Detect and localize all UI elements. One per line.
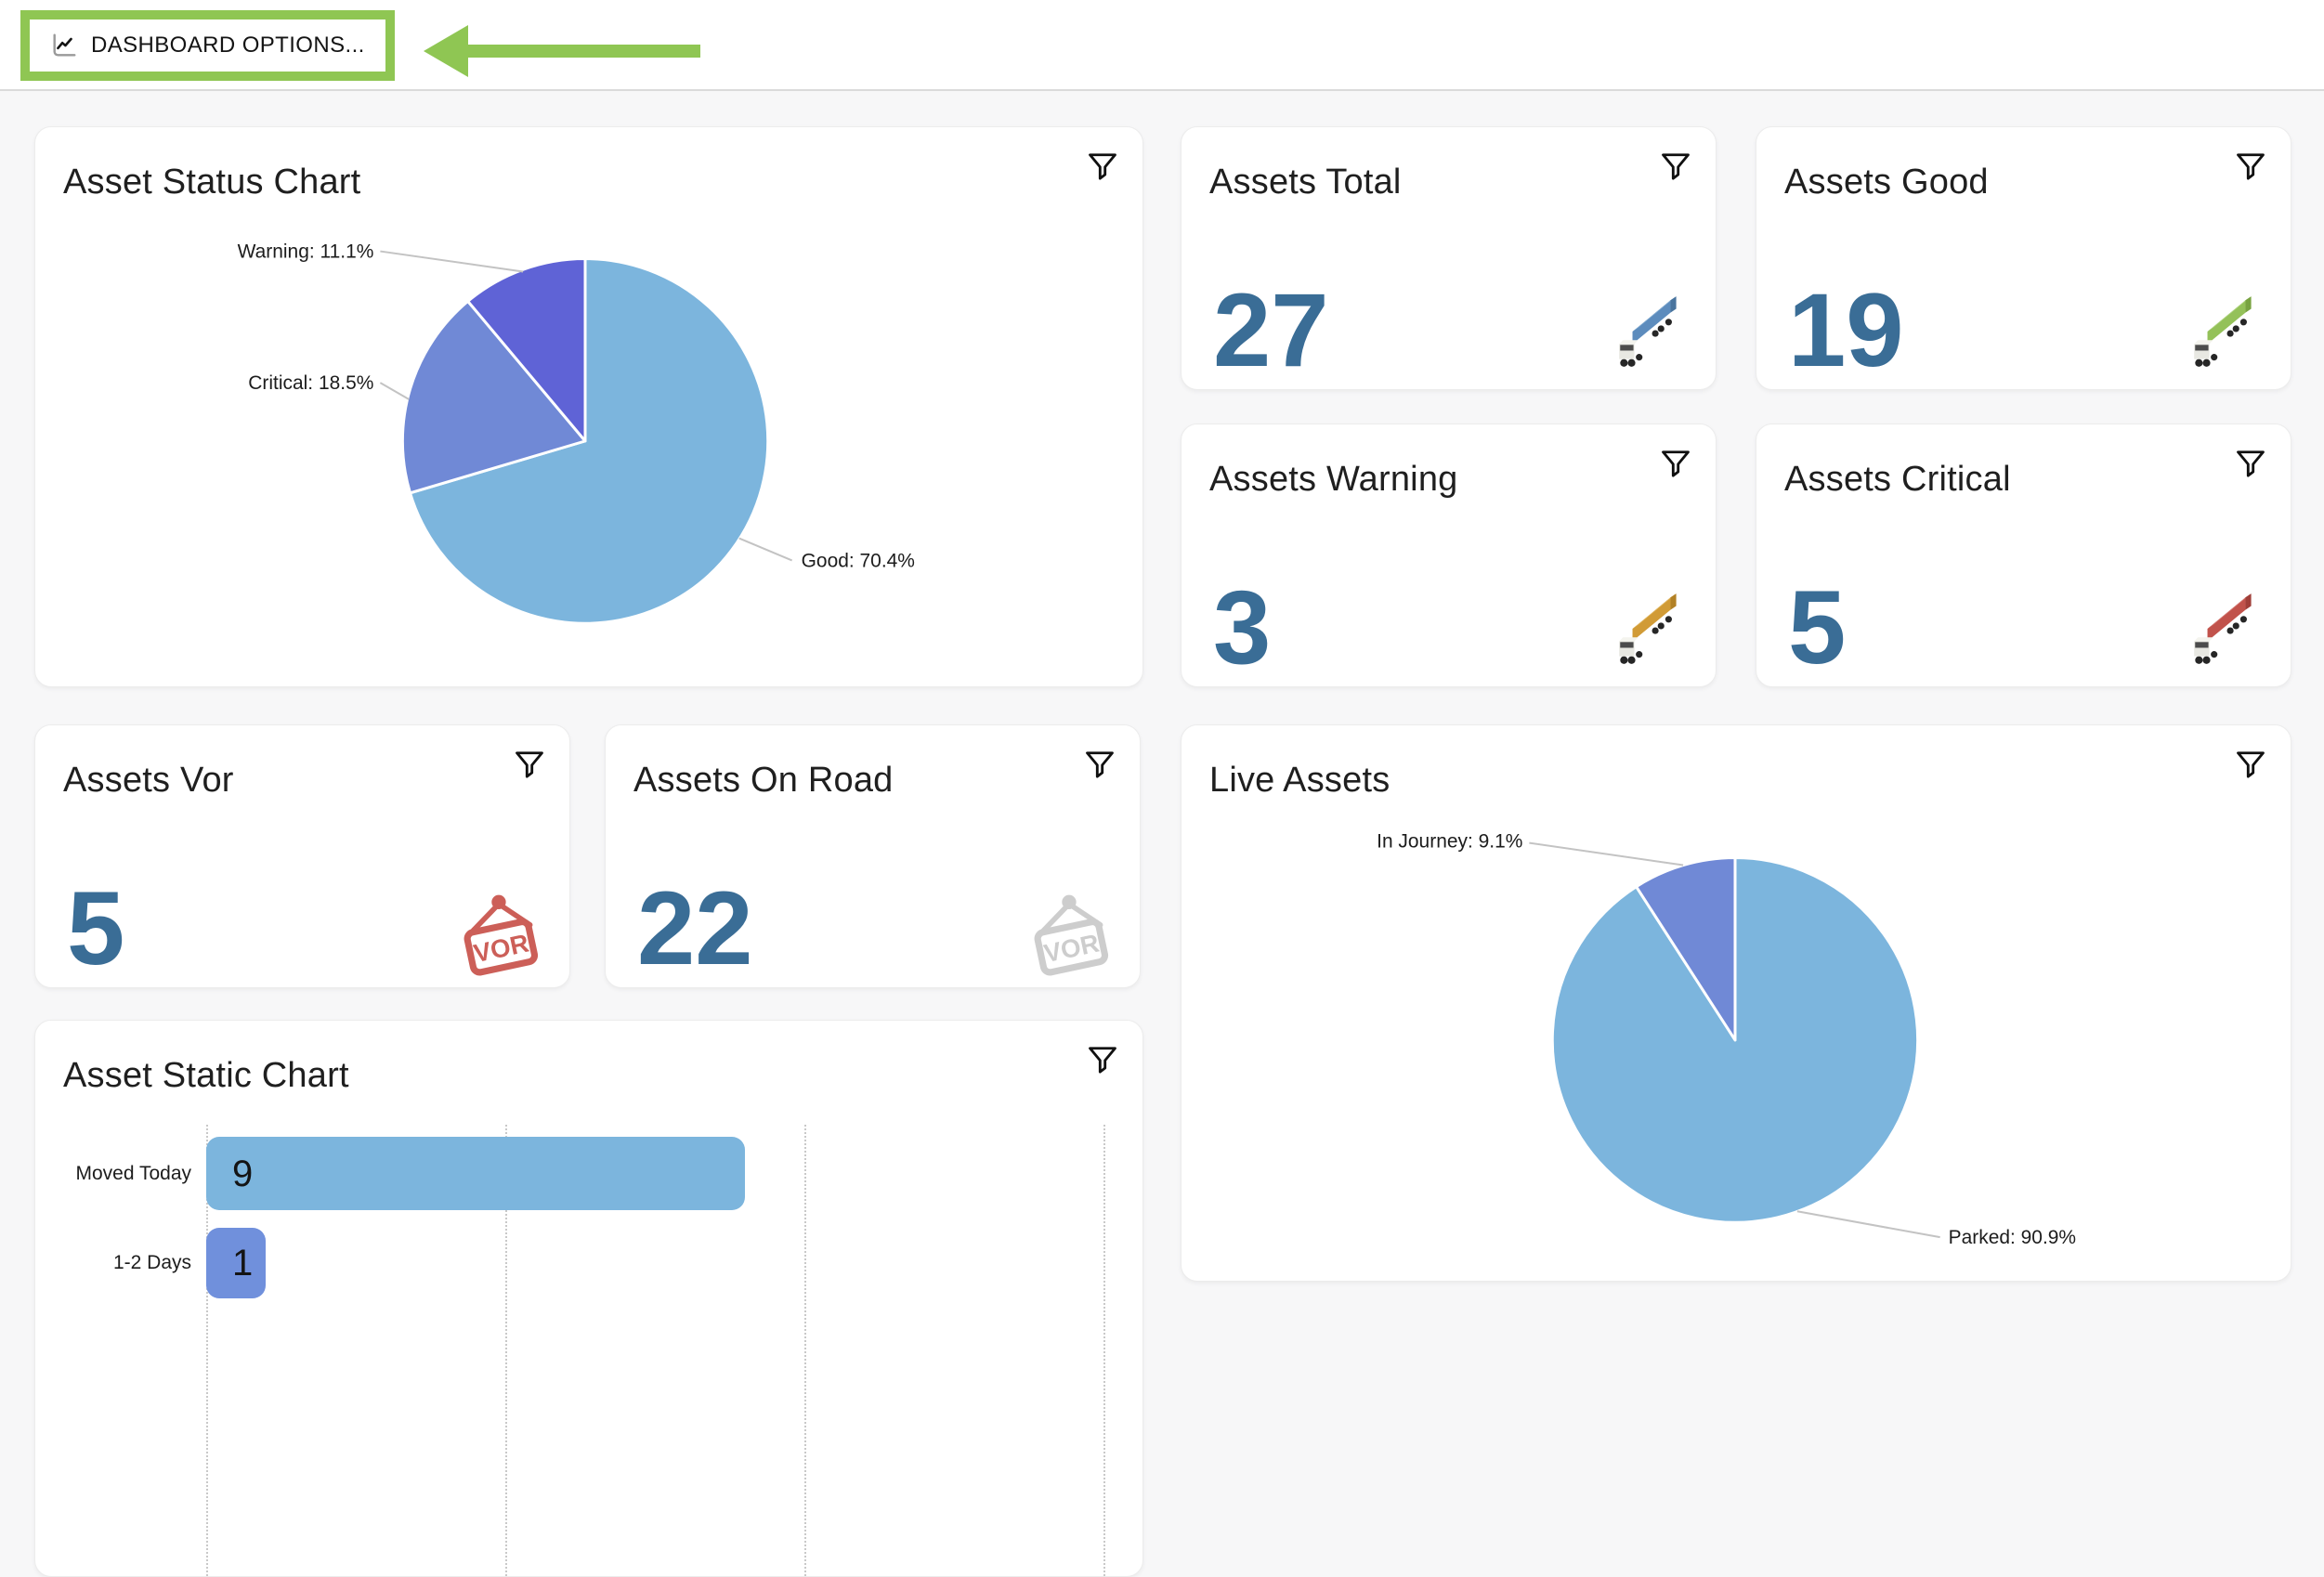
filter-icon[interactable] (2233, 447, 2268, 484)
card-assets-good: Assets Good 19 (1756, 126, 2291, 390)
filter-icon[interactable] (1082, 748, 1117, 785)
card-title: Assets Vor (63, 761, 234, 800)
bar-category-label: 1-2 Days (112, 1252, 191, 1273)
annotation-highlight-box: DASHBOARD OPTIONS... (20, 10, 395, 81)
annotation-arrow-left (424, 25, 700, 77)
pie-label: Parked: 90.9% (1949, 1227, 2076, 1248)
card-asset-status-chart: Asset Status Chart Good: 70.4% Critical: … (34, 126, 1143, 687)
pie-label-line (1796, 1210, 1940, 1239)
asset-status-pie-chart: Good: 70.4% Critical: 18.5% Warning: 11.1% (238, 241, 915, 625)
stat-value: 22 (637, 869, 753, 986)
pie-label-line (380, 250, 524, 273)
stat-value: 27 (1213, 271, 1329, 388)
bar-category-label: Moved Today (75, 1162, 191, 1184)
card-assets-total: Assets Total 27 (1181, 126, 1717, 390)
dashboard-options-button[interactable]: DASHBOARD OPTIONS... (30, 20, 385, 72)
card-title: Assets Good (1784, 163, 1989, 202)
truck-icon-amber (1619, 593, 1677, 664)
filter-icon[interactable] (1085, 150, 1120, 187)
stat-value: 19 (1788, 271, 1904, 388)
stat-value: 5 (67, 869, 125, 986)
pie-slice-good[interactable] (409, 257, 770, 625)
pie-label: In Journey: 9.1% (1377, 831, 1522, 853)
card-title: Assets Warning (1209, 460, 1458, 499)
filter-icon[interactable] (2233, 748, 2268, 785)
card-assets-vor: Assets Vor 5 VOR (34, 724, 570, 988)
card-title: Asset Status Chart (63, 163, 361, 202)
bar-moved-today[interactable] (206, 1137, 745, 1210)
vor-sign-icon-red: VOR (463, 894, 539, 976)
card-live-assets: Live Assets Parked: 90.9% In Journey: 9.1… (1181, 724, 2291, 1282)
stat-value: 3 (1213, 568, 1272, 685)
pie-label-line (738, 537, 793, 562)
stat-value: 5 (1788, 568, 1847, 685)
bar-value-label: 9 (232, 1153, 254, 1194)
filter-icon[interactable] (512, 748, 547, 785)
card-title: Assets On Road (633, 761, 894, 800)
filter-icon[interactable] (2233, 150, 2268, 187)
pie-label-line (1529, 841, 1684, 867)
pie-slice-in-journey[interactable] (1635, 856, 1737, 1042)
pie-label: Good: 70.4% (802, 550, 915, 571)
truck-icon-red (2194, 593, 2252, 664)
pie-slice-warning[interactable] (466, 257, 587, 443)
filter-icon[interactable] (1085, 1043, 1120, 1080)
pie-label-line (379, 382, 410, 400)
truck-icon-blue (1619, 296, 1677, 367)
top-bar: DASHBOARD OPTIONS... (0, 0, 2324, 91)
pie-slice-critical[interactable] (400, 299, 587, 495)
card-asset-static-chart: Asset Static Chart Moved Today 9 1-2 Days 1 (34, 1020, 1143, 1577)
filter-icon[interactable] (1658, 447, 1693, 484)
asset-static-bar-chart: Moved Today 9 1-2 Days 1 (35, 1021, 1142, 1576)
pie-label: Warning: 11.1% (238, 241, 374, 263)
card-assets-critical: Assets Critical 5 (1756, 424, 2291, 687)
bar-1-2-days[interactable] (206, 1228, 267, 1298)
bar-value-label: 1 (232, 1243, 254, 1284)
card-assets-warning: Assets Warning 3 (1181, 424, 1717, 687)
card-assets-on-road: Assets On Road 22 VOR (605, 724, 1141, 988)
filter-icon[interactable] (1658, 150, 1693, 187)
live-assets-pie-chart: Parked: 90.9% In Journey: 9.1% (1377, 831, 2076, 1249)
vor-sign-icon-gray: VOR (1034, 894, 1109, 976)
line-chart-icon (53, 33, 76, 57)
pie-label: Critical: 18.5% (248, 372, 373, 394)
bar-chart-gridline (804, 1125, 806, 1576)
truck-icon-green (2194, 296, 2252, 367)
card-title: Live Assets (1209, 761, 1390, 800)
dashboard-options-label: DASHBOARD OPTIONS... (91, 33, 365, 58)
card-title: Assets Total (1209, 163, 1402, 202)
card-title: Asset Static Chart (63, 1056, 349, 1095)
card-title: Assets Critical (1784, 460, 2011, 499)
bar-chart-gridline (1103, 1125, 1105, 1576)
